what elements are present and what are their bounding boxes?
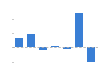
Bar: [51, 46, 59, 47]
Bar: [27, 34, 35, 47]
Bar: [87, 47, 95, 62]
Bar: [75, 13, 83, 47]
Bar: [39, 47, 47, 50]
Bar: [15, 38, 23, 47]
Bar: [63, 47, 71, 49]
